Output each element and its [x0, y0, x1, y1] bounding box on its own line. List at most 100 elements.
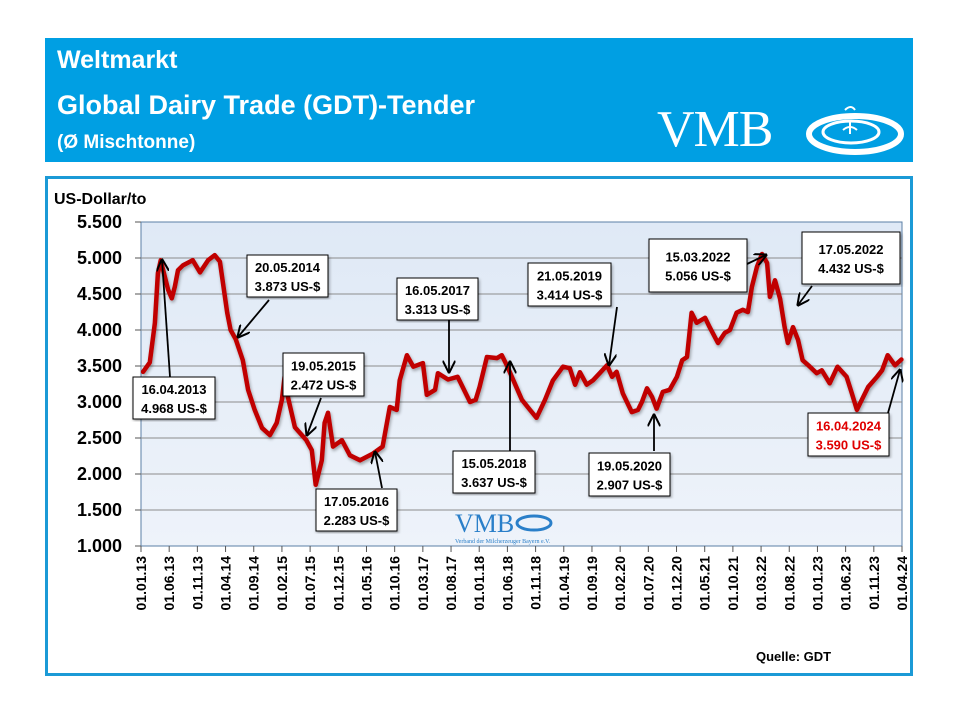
- arrow-icon: [162, 260, 171, 378]
- x-tick-label: 01.05.21: [697, 556, 713, 611]
- watermark-logo: VMB: [455, 509, 514, 538]
- y-tick-label: 2.500: [77, 428, 122, 448]
- annotation-date: 19.05.2020: [597, 459, 662, 474]
- vmb-watermark: VMB Verband der Milcherzeuger Bayern e.V…: [455, 509, 553, 545]
- annotation-box: [396, 277, 479, 321]
- title-line-2: Global Dairy Trade (GDT)-Tender: [57, 90, 476, 120]
- y-tick-label: 5.000: [77, 248, 122, 268]
- y-tick-label: 4.500: [77, 284, 122, 304]
- annotation-callout: 17.05.2016 2.283 US-$: [315, 452, 398, 532]
- annotation-value: 3.637 US-$: [461, 475, 528, 490]
- annotation-value: 2.283 US-$: [324, 513, 391, 528]
- x-tick-label: 01.06.18: [499, 556, 515, 611]
- x-tick-label: 01.12.20: [669, 556, 685, 611]
- annotation-date: 16.05.2017: [405, 283, 470, 298]
- title-line-1: Weltmarkt: [57, 46, 178, 74]
- annotation-callout: 16.04.2024 3.590 US-$: [807, 370, 900, 457]
- vmb-swirl-icon: [806, 106, 904, 155]
- x-tick-label: 01.07.20: [640, 556, 656, 611]
- annotation-box: [588, 452, 671, 497]
- x-tick-label: 01.05.16: [358, 556, 374, 611]
- annotation-box: [282, 352, 365, 397]
- y-axis-label: US-Dollar/to: [54, 191, 147, 208]
- annotation-box: [527, 262, 612, 307]
- annotation-callout: 15.03.2022 5.056 US-$: [648, 238, 766, 293]
- y-tick-label: 1.000: [77, 536, 122, 556]
- annotation-callout: 17.05.2022 4.432 US-$: [798, 231, 901, 305]
- annotation-box: [807, 412, 890, 457]
- annotation-value: 2.472 US-$: [291, 378, 358, 393]
- x-tick-label: 01.10.21: [725, 556, 741, 611]
- annotation-value: 2.907 US-$: [597, 478, 664, 493]
- title-line-3: (Ø Mischtonne): [57, 132, 196, 153]
- x-tick-label: 01.08.22: [781, 556, 797, 611]
- annotation-value: 3.873 US-$: [255, 279, 322, 294]
- x-tick-label: 01.06.23: [838, 556, 854, 611]
- annotation-date: 21.05.2019: [537, 269, 602, 284]
- annotation-date: 20.05.2014: [255, 260, 321, 275]
- y-tick-label: 3.500: [77, 356, 122, 376]
- annotation-value: 4.432 US-$: [818, 261, 885, 276]
- annotation-callout: 19.05.2015 2.472 US-$: [282, 352, 365, 435]
- annotation-box: [246, 254, 329, 298]
- vmb-logo: VMB: [657, 101, 773, 158]
- annotation-value: 3.313 US-$: [405, 302, 472, 317]
- annotation-box: [801, 231, 901, 285]
- title-banner: Weltmarkt Global Dairy Trade (GDT)-Tende…: [45, 38, 913, 162]
- y-tick-label: 2.000: [77, 464, 122, 484]
- x-tick-label: 01.04.24: [894, 556, 910, 611]
- x-tick-label: 01.10.16: [387, 556, 403, 611]
- x-tick-label: 01.11.13: [189, 556, 205, 610]
- watermark-subtitle: Verband der Milcherzeuger Bayern e.V.: [455, 539, 551, 545]
- arrow-icon: [609, 306, 618, 365]
- arrow-icon: [798, 285, 813, 305]
- annotation-date: 16.04.2013: [141, 382, 206, 397]
- x-tick-label: 01.09.14: [246, 556, 262, 611]
- annotation-value: 3.590 US-$: [816, 438, 883, 453]
- x-tick-label: 01.02.20: [612, 556, 628, 611]
- arrow-icon: [887, 370, 900, 414]
- x-tick-label: 01.07.15: [302, 556, 318, 611]
- x-tick-label: 01.06.13: [161, 556, 177, 611]
- x-tick-label: 01.03.22: [753, 556, 769, 611]
- arrow-icon: [307, 397, 322, 435]
- y-tick-label: 5.500: [77, 212, 122, 232]
- annotation-date: 16.04.2024: [816, 419, 882, 434]
- annotation-value: 5.056 US-$: [665, 269, 732, 284]
- arrow-icon: [375, 452, 382, 489]
- x-tick-label: 01.01.13: [133, 556, 149, 611]
- y-tick-label: 4.000: [77, 320, 122, 340]
- annotation-callout: 21.05.2019 3.414 US-$: [527, 262, 618, 365]
- annotation-value: 3.414 US-$: [537, 288, 604, 303]
- y-tick-label: 3.000: [77, 392, 122, 412]
- annotation-date: 17.05.2022: [818, 242, 883, 257]
- arrow-icon: [746, 255, 766, 264]
- x-tick-label: 01.08.17: [443, 556, 459, 611]
- annotation-callout: 15.05.2018 3.637 US-$: [452, 362, 536, 494]
- annotation-box: [648, 238, 748, 293]
- x-tick-label: 01.03.17: [415, 556, 431, 611]
- x-tick-label: 01.01.18: [471, 556, 487, 611]
- annotation-date: 15.03.2022: [665, 250, 730, 265]
- annotation-box: [132, 376, 216, 420]
- x-tick-label: 01.02.15: [274, 556, 290, 611]
- annotation-callout: 20.05.2014 3.873 US-$: [238, 254, 329, 337]
- x-tick-label: 01.11.18: [528, 556, 544, 610]
- annotation-callout: 19.05.2020 2.907 US-$: [588, 415, 671, 497]
- source-note: Quelle: GDT: [756, 649, 831, 664]
- y-tick-label: 1.500: [77, 500, 122, 520]
- x-tick-label: 01.04.14: [218, 556, 234, 611]
- annotation-callout: 16.04.2013 4.968 US-$: [132, 260, 216, 420]
- annotation-date: 17.05.2016: [324, 494, 389, 509]
- x-tick-label: 01.11.23: [866, 556, 882, 610]
- annotation-date: 19.05.2015: [291, 359, 356, 374]
- annotation-date: 15.05.2018: [461, 456, 526, 471]
- annotation-box: [452, 450, 536, 494]
- x-tick-label: 01.09.19: [584, 556, 600, 611]
- arrow-icon: [238, 299, 270, 337]
- series-line: [140, 251, 904, 488]
- x-tick-label: 01.12.15: [330, 556, 346, 611]
- annotation-callout: 16.05.2017 3.313 US-$: [396, 277, 479, 372]
- x-tick-label: 01.04.19: [556, 556, 572, 611]
